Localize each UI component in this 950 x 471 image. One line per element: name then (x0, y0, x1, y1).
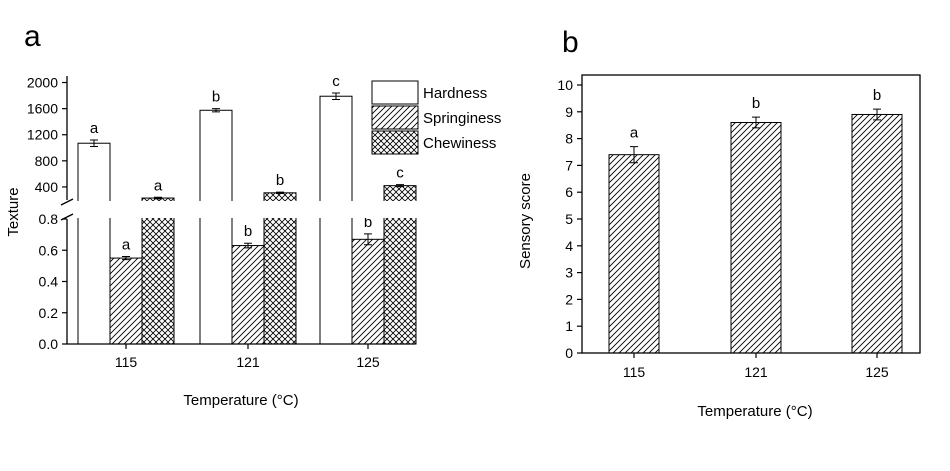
error-bar-chewiness-115 (154, 196, 162, 200)
y-tick-label-1200: 1200 (27, 127, 58, 143)
x-tick-label-125: 125 (356, 354, 380, 370)
legend-swatch-springiness (371, 105, 419, 130)
panel-b-bars: a b b (608, 87, 903, 354)
bar-sensory-121 (730, 122, 782, 354)
legend-swatch-chewiness (371, 130, 419, 155)
panel-b: b a b b 0 1 2 3 4 5 6 7 8 9 10 115 121 125 Sensory scor… (517, 26, 921, 420)
x-tick-label-115: 115 (115, 354, 138, 370)
significance-letter-hardness-125: c (332, 73, 340, 90)
legend-swatch-hardness (371, 80, 419, 105)
x-tick-label-125: 125 (865, 364, 889, 380)
significance-letter-chewiness-125: c (396, 165, 404, 182)
bar-hardness-121 (199, 109, 233, 345)
error-bar-chewiness-121 (276, 191, 284, 194)
panel-a-label: a (24, 20, 41, 53)
error-bar-sensory-121 (752, 116, 760, 129)
bar-chewiness-115 (141, 197, 175, 345)
panel-a-y-axis-title: Texture (5, 187, 22, 236)
panel-a-bars: a b c a b b a b c (60, 73, 420, 345)
bar-hardness-125 (319, 95, 353, 345)
significance-letter-hardness-115: a (90, 120, 99, 137)
y-tick-label-0.6: 0.6 (39, 242, 59, 258)
x-tick-label-115: 115 (623, 364, 646, 380)
significance-letter-sensory-115: a (630, 125, 639, 142)
significance-letter-hardness-121: b (212, 89, 220, 106)
panel-b-y-axis-title: Sensory score (517, 173, 534, 269)
legend-label-chewiness: Chewiness (423, 135, 496, 152)
panel-a: a a b c a b b a b c 0.0 0.2 0.4 0.6 0.8 400 800 1200 160… (5, 20, 501, 409)
error-bar-sensory-115 (630, 146, 638, 164)
y-tick-label-8: 8 (565, 131, 573, 147)
error-bar-hardness-115 (90, 139, 98, 147)
significance-letter-chewiness-121: b (276, 172, 284, 189)
panel-b-axes: 0 1 2 3 4 5 6 7 8 9 10 115 121 125 (557, 74, 921, 380)
panel-a-x-axis-title: Temperature (°C) (183, 392, 298, 409)
legend-label-hardness: Hardness (423, 85, 487, 102)
panel-b-label: b (562, 26, 579, 59)
significance-letter-springiness-125: b (364, 214, 372, 231)
y-tick-label-10: 10 (557, 77, 573, 93)
significance-letter-springiness-121: b (244, 223, 252, 240)
error-bar-springiness-121 (244, 242, 252, 249)
panel-a-axes: 0.0 0.2 0.4 0.6 0.8 400 800 1200 1600 2000 115 121 1… (27, 75, 415, 370)
y-tick-label-4: 4 (565, 238, 573, 254)
y-tick-label-0.8: 0.8 (39, 211, 59, 227)
error-bar-springiness-125 (364, 233, 372, 246)
bar-springiness-121 (231, 245, 265, 345)
y-tick-label-1: 1 (565, 318, 573, 334)
error-bar-hardness-121 (212, 108, 220, 113)
significance-letter-chewiness-115: a (154, 177, 163, 194)
y-tick-label-2: 2 (565, 291, 573, 307)
bar-sensory-115 (608, 154, 660, 354)
error-bar-hardness-125 (332, 92, 340, 100)
bar-springiness-125 (351, 238, 385, 345)
error-bar-sensory-125 (873, 108, 881, 121)
y-tick-label-800: 800 (35, 153, 59, 169)
bar-sensory-125 (851, 113, 903, 354)
significance-letter-springiness-115: a (122, 237, 131, 254)
y-tick-label-6: 6 (565, 184, 573, 200)
bar-chewiness-121 (263, 192, 297, 345)
y-tick-label-0.2: 0.2 (39, 305, 59, 321)
panel-a-legend: Hardness Springiness Chewiness (371, 80, 501, 155)
y-tick-label-5: 5 (565, 211, 573, 227)
legend-label-springiness: Springiness (423, 110, 501, 127)
error-bar-chewiness-125 (396, 184, 404, 188)
error-bar-springiness-115 (122, 256, 130, 261)
y-tick-label-7: 7 (565, 157, 573, 173)
panel-b-x-axis-title: Temperature (°C) (697, 403, 812, 420)
y-tick-label-0.0: 0.0 (39, 336, 59, 352)
axis-break-gap (60, 201, 420, 218)
y-tick-label-400: 400 (35, 179, 59, 195)
y-tick-label-2000: 2000 (27, 75, 58, 91)
x-tick-label-121: 121 (744, 364, 768, 380)
y-tick-label-0: 0 (565, 345, 573, 361)
plot-frame (581, 74, 921, 354)
x-tick-label-121: 121 (236, 354, 260, 370)
bar-springiness-115 (109, 257, 143, 345)
y-tick-label-1600: 1600 (27, 101, 58, 117)
significance-letter-sensory-125: b (873, 87, 881, 104)
significance-letter-sensory-121: b (752, 95, 760, 112)
y-tick-label-0.4: 0.4 (39, 274, 59, 290)
bar-hardness-115 (77, 142, 111, 345)
y-tick-label-3: 3 (565, 265, 573, 281)
y-tick-label-9: 9 (565, 104, 573, 120)
